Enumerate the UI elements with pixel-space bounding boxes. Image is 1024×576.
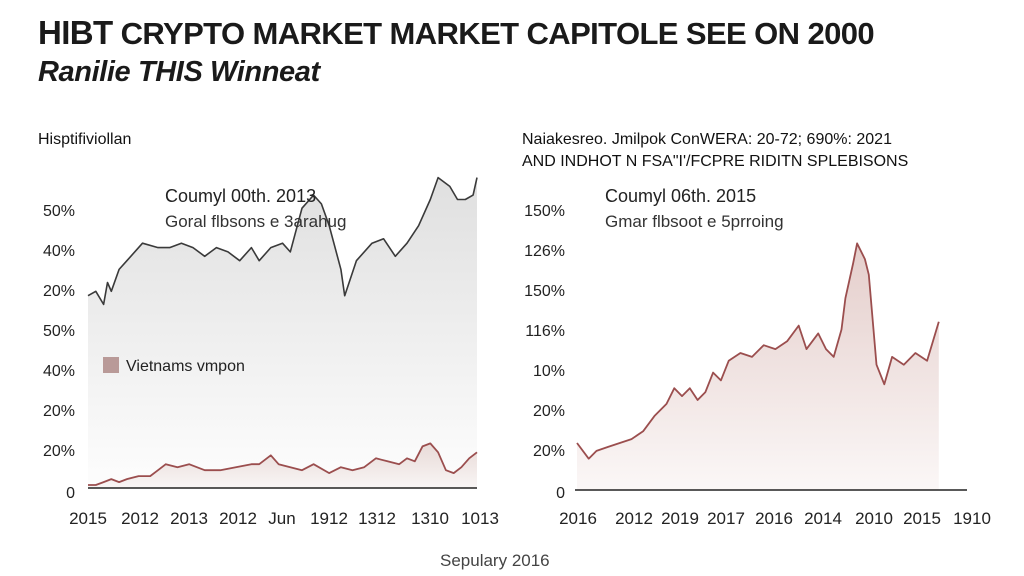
right-y-tick-label: 20% xyxy=(533,403,565,420)
right-chart-heading-line-2: AND INDHOT N FSA"I'/FCPRE RIDITN SPLEBIS… xyxy=(522,153,908,170)
left-upper-series-area xyxy=(88,177,477,488)
right-y-tick-label: 116% xyxy=(525,323,565,340)
right-chart-heading-line-1: Naiakesreo. Jmilpok ConWERA: 20-72; 690%… xyxy=(522,131,892,148)
left-x-tick-label: 1013 xyxy=(461,509,499,528)
left-x-tick-label: 2015 xyxy=(69,509,107,528)
left-annotation-line-1: Coumyl 00th. 2013 xyxy=(165,186,316,206)
right-y-tick-label: 20% xyxy=(533,443,565,460)
title-text: CRYPTO MARKET MARKET CAPITOLE SEE ON 200… xyxy=(120,16,875,51)
right-y-axis: 150% 126% 150% 116% 10% 20% 20% 0 xyxy=(524,203,565,502)
left-y-axis: 50% 40% 20% 50% 40% 20% 20% 0 xyxy=(43,203,75,502)
chart-subtitle: Ranilie THIS Winneat xyxy=(38,56,320,88)
left-y-tick-label: 40% xyxy=(43,243,75,260)
left-y-tick-label: 20% xyxy=(43,403,75,420)
right-x-tick-label: 2010 xyxy=(855,509,893,528)
right-y-tick-label: 150% xyxy=(524,203,565,220)
footer-date: Sepulary 2016 xyxy=(440,551,550,570)
right-x-tick-label: 2015 xyxy=(903,509,941,528)
right-x-tick-label: 2016 xyxy=(755,509,793,528)
right-y-tick-label: 0 xyxy=(556,485,565,502)
left-x-tick-label: 2013 xyxy=(170,509,208,528)
left-annotation-line-2: Goral flbsons e 3arahug xyxy=(165,212,346,231)
left-x-axis-labels: 2015 2012 2013 2012 Jun 1912 1312 1310 1013 xyxy=(69,509,499,528)
left-chart-panel: Hisptifiviollan 50% 40% 20% 50% 40% 20% 20% 0 C… xyxy=(38,131,499,528)
right-annotation-line-1: Coumyl 06th. 2015 xyxy=(605,186,756,206)
left-y-tick-label: 20% xyxy=(43,443,75,460)
right-annotation-line-2: Gmar flbsoot e 5prroing xyxy=(605,212,784,231)
left-x-tick-label: Jun xyxy=(268,509,295,528)
right-series-line xyxy=(576,242,940,460)
title-brand: HIBT xyxy=(38,14,113,51)
left-x-tick-label: 1310 xyxy=(411,509,449,528)
left-upper-series-line xyxy=(87,176,478,306)
left-lower-series-line xyxy=(88,442,478,486)
right-x-tick-label: 1910 xyxy=(953,509,991,528)
right-y-tick-label: 126% xyxy=(524,243,565,260)
right-x-axis-labels: 2016 2012 2019 2017 2016 2014 2010 2015 1910 xyxy=(559,509,991,528)
left-x-tick-label: 2012 xyxy=(219,509,257,528)
legend-label: Vietnams vmpon xyxy=(126,358,245,375)
left-x-tick-label: 2012 xyxy=(121,509,159,528)
left-y-tick-label: 50% xyxy=(43,323,75,340)
right-x-tick-label: 2016 xyxy=(559,509,597,528)
left-chart-heading: Hisptifiviollan xyxy=(38,131,131,148)
left-y-tick-label: 40% xyxy=(43,363,75,380)
right-x-tick-label: 2012 xyxy=(615,509,653,528)
right-y-tick-label: 150% xyxy=(524,283,565,300)
right-x-tick-label: 2017 xyxy=(707,509,745,528)
left-y-tick-label: 0 xyxy=(66,485,75,502)
left-x-tick-label: 1312 xyxy=(358,509,396,528)
chart-title: HIBT CRYPTO MARKET MARKET CAPITOLE SEE O… xyxy=(38,14,875,52)
right-x-tick-label: 2019 xyxy=(661,509,699,528)
right-x-tick-label: 2014 xyxy=(804,509,842,528)
left-x-tick-label: 1912 xyxy=(310,509,348,528)
right-series-area xyxy=(577,243,939,490)
right-y-tick-label: 10% xyxy=(533,363,565,380)
right-chart-panel: Naiakesreo. Jmilpok ConWERA: 20-72; 690%… xyxy=(522,131,991,528)
left-y-tick-label: 20% xyxy=(43,283,75,300)
left-y-tick-label: 50% xyxy=(43,203,75,220)
legend-swatch xyxy=(103,357,119,373)
